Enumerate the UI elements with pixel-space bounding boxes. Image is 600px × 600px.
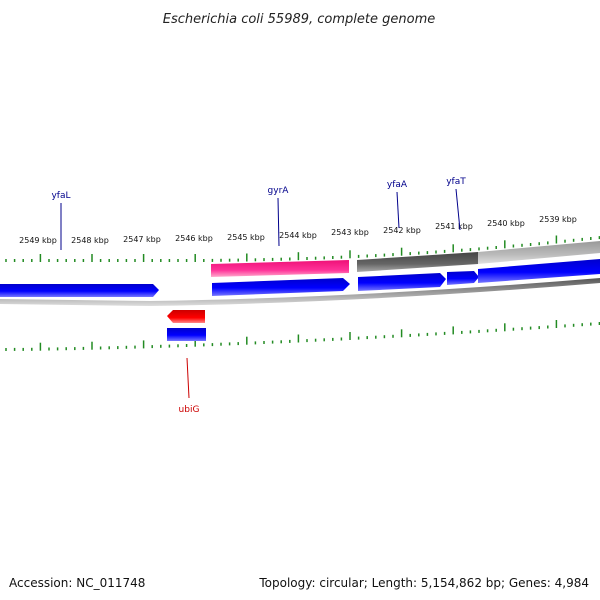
outer-tick-ring [5,235,600,262]
scale-label: 2547 kbp [123,235,161,244]
scale-label: 2548 kbp [71,236,109,245]
feature-ring [211,241,600,277]
genome-backbone [0,278,600,306]
callout-yfaT: yfaT [446,177,466,231]
cds-block-reverse[interactable] [167,328,206,341]
forward-strand [0,259,600,297]
scale-labels: 2549 kbp 2548 kbp 2547 kbp 2546 kbp 2545 kbp… [19,215,577,245]
highlight-block [211,260,349,277]
gene-label-yfaT: yfaT [446,177,466,187]
callout-yfaL: yfaL [51,191,71,250]
scale-label: 2545 kbp [227,233,265,242]
scale-label: 2549 kbp [19,236,57,245]
cds-arrow-downstream[interactable] [478,259,600,283]
cds-arrow-ubiG[interactable] [167,310,205,323]
cds-arrow-gyrA[interactable] [212,278,350,296]
genome-summary-text: Topology: circular; Length: 5,154,862 bp… [259,576,589,590]
accession-text: Accession: NC_011748 [9,576,146,590]
cds-arrow-yfaL[interactable] [0,284,159,297]
scale-label: 2544 kbp [279,231,317,240]
scale-label: 2541 kbp [435,222,473,231]
scale-label: 2540 kbp [487,219,525,228]
scale-label: 2543 kbp [331,228,369,237]
callout-ubiG: ubiG [179,357,200,415]
cds-arrow-yfaA[interactable] [358,273,446,291]
map-title: Escherichia coli 55989, complete genome [163,12,435,27]
inner-tick-ring [5,320,600,351]
callout-gyrA: gyrA [268,186,290,247]
scale-label: 2546 kbp [175,234,213,243]
scale-label: 2539 kbp [539,215,577,224]
callout-yfaA: yfaA [387,180,408,229]
gene-label-yfaL: yfaL [51,191,70,201]
cds-arrow-yfaT[interactable] [447,271,479,285]
scale-label: 2542 kbp [383,226,421,235]
gene-label-gyrA: gyrA [268,186,290,196]
feature-dark-block [357,252,478,272]
gene-label-yfaA: yfaA [387,180,408,190]
gene-callouts: yfaL gyrA yfaA yfaT ubiG [51,177,466,415]
gene-label-ubiG: ubiG [179,405,200,415]
feature-light-block [478,241,600,264]
reverse-strand [167,310,206,341]
